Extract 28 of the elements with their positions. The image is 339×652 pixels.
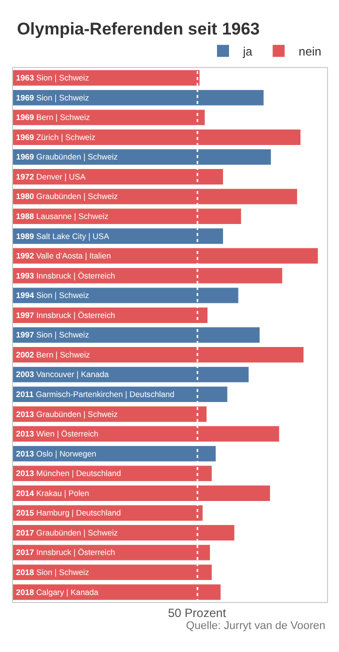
bar <box>13 110 205 126</box>
bar <box>13 466 212 482</box>
bar <box>13 347 304 362</box>
bar <box>13 130 300 145</box>
bar <box>13 584 221 600</box>
bar <box>13 188 298 204</box>
bar <box>13 446 216 462</box>
bar <box>13 426 280 442</box>
bar <box>13 169 224 184</box>
bar <box>13 90 264 106</box>
bar <box>13 208 242 224</box>
chart-title: Olympia-Referenden seit 1963 <box>16 20 260 39</box>
bar <box>13 308 208 323</box>
ref-line-label: 50 Prozent <box>168 606 227 620</box>
bar <box>13 525 234 540</box>
legend-label: ja <box>242 44 253 59</box>
bar <box>13 486 270 501</box>
source-note: Quelle: Jurryt van de Vooren <box>186 620 326 632</box>
bar <box>13 366 249 382</box>
bar <box>13 268 282 284</box>
legend-label: nein <box>298 44 322 59</box>
bar <box>13 228 224 244</box>
bar <box>13 544 210 560</box>
bar <box>13 70 200 86</box>
bar <box>13 327 260 343</box>
bar <box>13 248 318 264</box>
bar <box>13 564 212 580</box>
bar <box>13 288 238 304</box>
